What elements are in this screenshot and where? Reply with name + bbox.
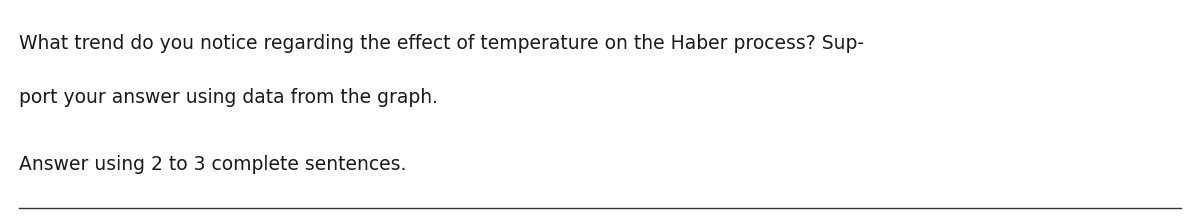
Text: What trend do you notice regarding the effect of temperature on the Haber proces: What trend do you notice regarding the e… [19,34,864,53]
Text: port your answer using data from the graph.: port your answer using data from the gra… [19,88,438,107]
Text: Answer using 2 to 3 complete sentences.: Answer using 2 to 3 complete sentences. [19,155,407,174]
